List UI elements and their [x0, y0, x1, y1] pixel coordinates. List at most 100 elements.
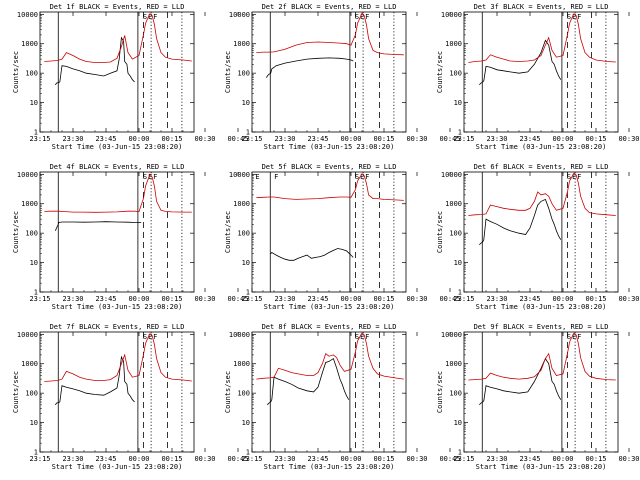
lld-series-line: [44, 173, 192, 213]
x-tick-label: 23:15: [29, 295, 50, 303]
detector-panel: Det 8f BLACK = Events, RED = LLD11010010…: [224, 323, 461, 471]
x-tick-label: 23:15: [29, 455, 50, 463]
x-tick-label: 00:30: [618, 135, 639, 143]
plot-title: Det 5f BLACK = Events, RED = LLD: [262, 163, 397, 171]
y-axis-label: Counts/sec: [224, 371, 232, 413]
x-tick-label: 23:15: [453, 295, 474, 303]
y-tick-label: 10: [242, 419, 250, 427]
plot-frame: [39, 331, 195, 453]
y-tick-label: 1000: [445, 200, 462, 208]
x-axis-label: Start Time (03-Jun-15 23:08:20): [264, 143, 395, 151]
y-tick-label: 1000: [21, 360, 38, 368]
x-axis-label: Start Time (03-Jun-15 23:08:20): [52, 143, 183, 151]
flare-label: E: [360, 13, 364, 21]
x-tick-label: 23:30: [62, 455, 83, 463]
flare-label: E: [255, 173, 259, 181]
flare-label: S: [567, 333, 571, 341]
x-tick-label: 00:15: [161, 135, 182, 143]
x-tick-label: 00:30: [194, 455, 215, 463]
events-series-line: [479, 39, 562, 86]
y-tick-label: 10000: [229, 331, 250, 339]
detector-panel: Det 1f BLACK = Events, RED = LLD11010010…: [12, 3, 249, 151]
y-tick-label: 10: [30, 419, 38, 427]
y-tick-label: 100: [449, 230, 462, 238]
x-tick-label: 00:30: [194, 135, 215, 143]
x-axis-label: Start Time (03-Jun-15 23:08:20): [264, 463, 395, 471]
x-tick-label: 00:45: [439, 455, 460, 463]
x-axis-label: Start Time (03-Jun-15 23:08:20): [476, 463, 607, 471]
x-tick-label: 00:15: [585, 455, 606, 463]
y-tick-label: 1: [458, 289, 462, 297]
flare-label: F: [153, 333, 157, 341]
y-tick-label: 10000: [17, 11, 38, 19]
y-axis-label: Counts/sec: [12, 211, 20, 253]
x-tick-label: 23:30: [486, 455, 507, 463]
flare-label: E: [572, 333, 576, 341]
x-tick-label: 00:00: [340, 135, 361, 143]
y-tick-label: 10: [242, 99, 250, 107]
y-tick-label: 10: [454, 419, 462, 427]
plot-frame: [251, 331, 407, 453]
events-series-line: [270, 248, 354, 261]
flare-label: E: [360, 333, 364, 341]
x-tick-label: 23:45: [519, 455, 540, 463]
events-series-line: [55, 355, 135, 406]
x-tick-label: 00:30: [406, 295, 427, 303]
x-axis-label: Start Time (03-Jun-15 23:08:20): [476, 303, 607, 311]
x-tick-label: 23:30: [486, 295, 507, 303]
detector-panel: Det 4f BLACK = Events, RED = LLD11010010…: [12, 163, 249, 311]
plot-frame: [251, 171, 407, 293]
flare-label: E: [148, 13, 152, 21]
x-tick-label: 00:00: [128, 455, 149, 463]
x-tick-label: 23:15: [241, 455, 262, 463]
y-tick-label: 1000: [233, 40, 250, 48]
plot-title: Det 1f BLACK = Events, RED = LLD: [50, 3, 185, 11]
y-tick-label: 1: [34, 449, 38, 457]
y-tick-label: 100: [237, 70, 250, 78]
x-axis-label: Start Time (03-Jun-15 23:08:20): [476, 143, 607, 151]
x-tick-label: 00:15: [161, 295, 182, 303]
plot-title: Det 9f BLACK = Events, RED = LLD: [474, 323, 609, 331]
flare-label: F: [153, 13, 157, 21]
y-tick-label: 100: [25, 390, 38, 398]
x-tick-label: 23:45: [307, 455, 328, 463]
flare-label: S: [567, 173, 571, 181]
flare-label: S: [143, 13, 147, 21]
events-series-line: [55, 221, 142, 231]
flare-label: F: [153, 173, 157, 181]
y-tick-label: 10: [30, 259, 38, 267]
flare-label: S: [567, 13, 571, 21]
y-tick-label: 10000: [17, 331, 38, 339]
y-axis-label: Counts/sec: [12, 51, 20, 93]
detector-panel: Det 7f BLACK = Events, RED = LLD11010010…: [12, 323, 249, 471]
plot-title: Det 6f BLACK = Events, RED = LLD: [474, 163, 609, 171]
x-tick-label: 00:30: [406, 455, 427, 463]
plot-frame: [463, 331, 619, 453]
flare-label: F: [365, 173, 369, 181]
detector-panel: Det 5f BLACK = Events, RED = LLD 1 10 100 10…: [224, 163, 461, 311]
y-tick-label: 10000: [441, 331, 462, 339]
flare-label: E: [360, 173, 364, 181]
x-tick-label: 23:45: [307, 295, 328, 303]
flare-label: F: [577, 13, 581, 21]
flare-label: S: [355, 173, 359, 181]
flare-label: F: [365, 333, 369, 341]
flare-label: E: [572, 173, 576, 181]
x-tick-label: 23:15: [453, 455, 474, 463]
flare-label: S: [143, 173, 147, 181]
x-tick-label: 00:45: [439, 135, 460, 143]
y-tick-label: 1000: [21, 40, 38, 48]
x-axis-label: Start Time (03-Jun-15 23:08:20): [52, 463, 183, 471]
y-tick-label: 1000: [445, 360, 462, 368]
x-tick-label: 00:00: [552, 455, 573, 463]
flare-label: F: [365, 13, 369, 21]
y-axis-label: Counts/sec: [12, 371, 20, 413]
events-series-line: [479, 198, 562, 246]
y-tick-label: 100: [449, 70, 462, 78]
x-tick-label: 00:00: [552, 295, 573, 303]
y-tick-label: 10: [454, 259, 462, 267]
flare-label: S: [355, 13, 359, 21]
y-tick-label: 100: [237, 390, 250, 398]
x-tick-label: 00:00: [340, 295, 361, 303]
plot-title: Det 8f BLACK = Events, RED = LLD: [262, 323, 397, 331]
